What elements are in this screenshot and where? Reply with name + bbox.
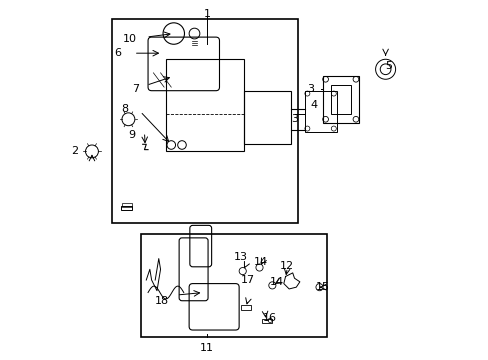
Text: 12: 12 [280,261,294,271]
Text: 9: 9 [128,130,135,140]
Text: 4: 4 [310,100,317,110]
Bar [121,206,132,210]
Bar [122,203,131,207]
Bar [241,305,250,310]
Bar [261,319,272,323]
Text: 17: 17 [241,275,255,285]
Bar [141,234,326,337]
Text: 14: 14 [269,277,283,287]
Text: 14: 14 [253,257,267,267]
Text: 10: 10 [122,34,136,44]
Text: 5: 5 [385,61,392,71]
Text: 7: 7 [132,84,139,94]
Text: 8: 8 [121,104,128,113]
Text: 3: 3 [306,84,313,94]
Bar [244,91,290,144]
Text: 15: 15 [315,282,329,292]
Text: 16: 16 [262,312,276,323]
Bar [331,85,350,113]
Bar [323,76,358,123]
Text: 11: 11 [200,343,214,353]
Text: 3: 3 [290,114,297,124]
Text: 2: 2 [71,147,78,157]
Text: 13: 13 [233,252,247,262]
Bar [112,19,298,223]
Bar [165,59,244,152]
Text: 6: 6 [114,48,121,58]
Bar [305,91,337,132]
Text: 18: 18 [155,296,169,306]
Text: 1: 1 [203,9,210,19]
